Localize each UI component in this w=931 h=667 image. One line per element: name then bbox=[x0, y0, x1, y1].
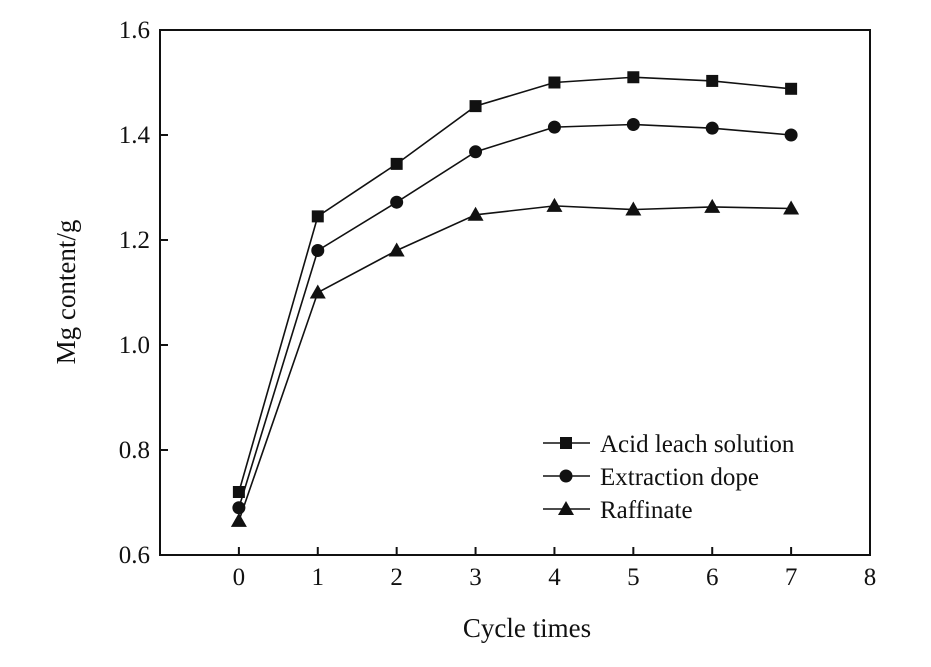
data-point bbox=[625, 201, 642, 216]
data-point bbox=[704, 198, 721, 213]
x-tick-label: 5 bbox=[627, 564, 640, 591]
data-point bbox=[232, 486, 245, 498]
data-point bbox=[548, 76, 561, 89]
series-acid-leach-solution bbox=[232, 71, 798, 498]
series-line bbox=[238, 205, 792, 522]
series-line bbox=[238, 123, 792, 508]
data-point bbox=[706, 74, 719, 87]
data-point bbox=[390, 195, 404, 209]
data-point bbox=[784, 128, 798, 142]
x-tick-label: 0 bbox=[233, 564, 246, 591]
y-tick-label: 1.4 bbox=[119, 122, 151, 149]
legend: Acid leach solution Extraction dope Raffin… bbox=[543, 431, 795, 524]
y-tick-label: 0.6 bbox=[119, 542, 150, 569]
legend-item-acid-leach-solution: Acid leach solution bbox=[543, 431, 795, 458]
x-tick-label: 1 bbox=[312, 564, 325, 591]
data-point bbox=[311, 244, 325, 257]
x-tick-label: 8 bbox=[864, 564, 877, 591]
series-layer bbox=[230, 71, 800, 527]
data-point bbox=[390, 157, 403, 170]
data-point bbox=[705, 121, 719, 135]
data-point bbox=[783, 200, 800, 215]
legend-marker bbox=[559, 469, 573, 483]
legend-item-extraction-dope: Extraction dope bbox=[543, 464, 759, 491]
legend-marker bbox=[560, 437, 572, 449]
legend-item-raffinate: Raffinate bbox=[543, 497, 693, 524]
y-axis-ticks: 0.6 0.8 1.0 1.2 1.4 1.6 bbox=[119, 17, 168, 569]
data-point bbox=[546, 197, 563, 212]
y-axis-title: Mg content/g bbox=[51, 220, 81, 365]
x-tick-label: 6 bbox=[706, 564, 719, 591]
y-tick-label: 1.6 bbox=[119, 17, 150, 44]
x-tick-label: 3 bbox=[469, 564, 482, 591]
y-tick-label: 1.0 bbox=[119, 332, 150, 359]
plot-frame bbox=[159, 29, 871, 556]
data-point bbox=[469, 100, 482, 113]
series-extraction-dope bbox=[232, 118, 798, 515]
data-point bbox=[469, 145, 483, 159]
x-axis-title: Cycle times bbox=[463, 613, 591, 643]
data-point bbox=[467, 206, 484, 221]
data-point bbox=[626, 118, 640, 131]
legend-label: Raffinate bbox=[600, 497, 693, 524]
data-point bbox=[547, 120, 561, 134]
series-raffinate bbox=[230, 197, 800, 527]
data-point bbox=[627, 71, 640, 84]
x-axis-ticks: 0 1 2 3 4 5 6 7 8 bbox=[233, 547, 877, 591]
data-point bbox=[388, 242, 405, 257]
legend-marker bbox=[558, 501, 574, 515]
data-point bbox=[311, 210, 324, 223]
x-tick-label: 7 bbox=[785, 564, 798, 591]
data-point bbox=[785, 82, 798, 95]
x-tick-label: 4 bbox=[548, 564, 561, 591]
y-tick-label: 1.2 bbox=[119, 227, 150, 254]
y-tick-label: 0.8 bbox=[119, 437, 150, 464]
data-point bbox=[230, 512, 247, 527]
series-line bbox=[238, 76, 792, 493]
legend-label: Extraction dope bbox=[600, 464, 759, 491]
legend-label: Acid leach solution bbox=[600, 431, 795, 458]
x-tick-label: 2 bbox=[390, 564, 403, 591]
data-point bbox=[309, 284, 326, 299]
